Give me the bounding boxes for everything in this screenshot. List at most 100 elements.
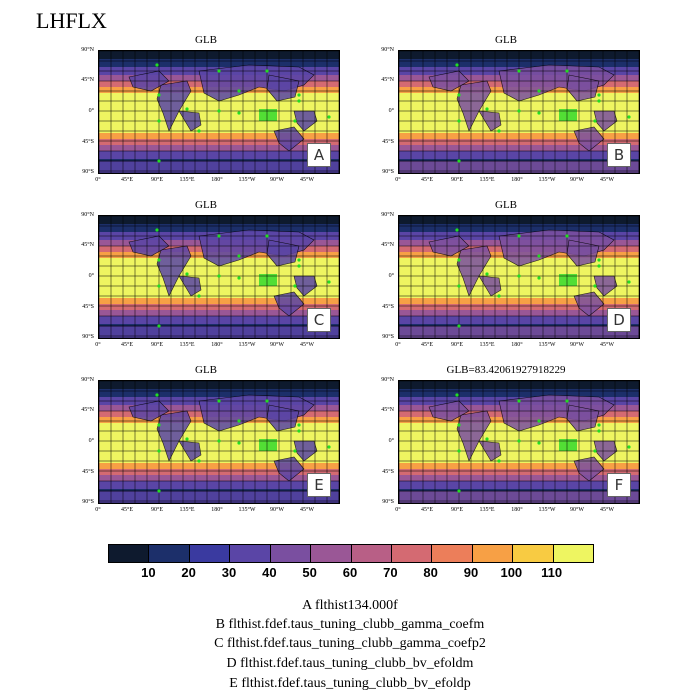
lon-tick-label: 90°W — [569, 342, 585, 348]
lat-tick-label: 90°N — [81, 212, 94, 218]
colorbar-swatch — [391, 545, 433, 562]
lon-tick-label: 90°W — [569, 507, 585, 513]
lat-tick-label: 90°S — [382, 169, 394, 175]
colorbar-swatch — [270, 545, 312, 562]
legend-line-d: D flthist.fdef.taus_tuning_clubb_bv_efol… — [226, 656, 474, 671]
lat-tick-label: 45°S — [382, 304, 394, 310]
lat-tick-label: 45°N — [81, 242, 94, 248]
lon-tick-label: 0° — [395, 507, 401, 513]
lat-tick-label: 0° — [388, 108, 394, 114]
lon-tick-label: 90°E — [450, 177, 464, 183]
colorbar-swatch — [513, 545, 554, 562]
lon-tick-label: 135°W — [238, 342, 256, 348]
map-frame: E — [98, 380, 340, 504]
lon-tick-label: 180° — [211, 177, 223, 183]
lat-tick-label: 0° — [388, 273, 394, 279]
lon-tick-label: 135°W — [538, 177, 556, 183]
map-frame: A — [98, 50, 340, 174]
lat-tick-label: 0° — [388, 438, 394, 444]
colorbar-label: 30 — [221, 565, 237, 580]
lat-tick-label: 90°N — [381, 212, 394, 218]
colorbar-label: 80 — [423, 565, 438, 580]
colorbar-swatch — [230, 545, 271, 562]
lat-tick-label: 45°S — [382, 139, 394, 145]
colorbar — [108, 544, 594, 563]
map-frame: C — [98, 215, 340, 339]
lon-tick-label: 135°E — [179, 507, 195, 513]
map-field — [99, 51, 339, 173]
colorbar-swatch — [432, 545, 473, 562]
panel-title: GLB — [195, 199, 217, 211]
panel-tag: C — [307, 308, 331, 332]
colorbar-label: 100 — [500, 565, 523, 580]
lon-tick-label: 0° — [395, 342, 401, 348]
lon-tick-label: 180° — [511, 507, 523, 513]
map-field — [399, 381, 639, 503]
lon-tick-label: 90°E — [450, 507, 464, 513]
lon-tick-label: 90°W — [269, 177, 285, 183]
panel-tag: B — [607, 143, 631, 167]
map-frame: B — [398, 50, 640, 174]
colorbar-swatch — [189, 545, 231, 562]
lat-tick-label: 90°N — [81, 47, 94, 53]
lat-tick-label: 90°S — [382, 334, 394, 340]
lon-tick-label: 45°W — [299, 507, 315, 513]
map-field — [99, 216, 339, 338]
map-panel-b: GLB B 90°N 45°N 0° 45°S 90°S 0° 45°E 90°E 135°E 180… — [356, 34, 656, 194]
map-field — [399, 51, 639, 173]
lat-tick-label: 90°S — [82, 169, 94, 175]
lat-tick-label: 45°N — [381, 242, 394, 248]
lon-tick-label: 45°E — [420, 342, 434, 348]
lon-tick-label: 45°E — [420, 177, 434, 183]
lon-tick-label: 135°E — [479, 342, 495, 348]
lon-tick-label: 180° — [211, 342, 223, 348]
lon-tick-label: 180° — [511, 177, 523, 183]
lat-tick-label: 90°N — [381, 377, 394, 383]
colorbar-label: 70 — [383, 565, 398, 580]
lon-tick-label: 90°W — [569, 177, 585, 183]
lat-tick-label: 90°S — [382, 499, 394, 505]
lat-tick-label: 90°S — [82, 499, 94, 505]
map-panel-f: GLB=83.42061927918229 F 90°N 45°N 0° 45°S 90°S… — [356, 364, 656, 524]
lon-tick-label: 45°W — [299, 342, 315, 348]
panel-tag: F — [607, 473, 631, 497]
panel-title: GLB — [195, 364, 217, 376]
lat-tick-label: 90°N — [381, 47, 394, 53]
lon-tick-label: 0° — [95, 507, 101, 513]
lat-tick-label: 90°S — [82, 334, 94, 340]
colorbar-label: 110 — [541, 565, 563, 580]
lat-tick-label: 45°S — [82, 469, 94, 475]
lat-tick-label: 45°S — [82, 304, 94, 310]
panel-tag: A — [307, 143, 331, 167]
lon-tick-label: 135°W — [538, 507, 556, 513]
lon-tick-label: 0° — [395, 177, 401, 183]
panel-tag: E — [307, 473, 331, 497]
lat-tick-label: 0° — [88, 273, 94, 279]
lat-tick-label: 90°N — [81, 377, 94, 383]
lon-tick-label: 135°E — [179, 177, 195, 183]
lon-tick-label: 45°W — [599, 177, 615, 183]
colorbar-swatch — [311, 545, 352, 562]
panel-title: GLB — [195, 34, 217, 46]
lon-tick-label: 0° — [95, 177, 101, 183]
lon-tick-label: 135°W — [238, 507, 256, 513]
lon-tick-label: 180° — [511, 342, 523, 348]
lon-tick-label: 45°E — [120, 177, 134, 183]
colorbar-label: 90 — [463, 565, 479, 580]
legend-line-e: E flthist.fdef.taus_tuning_clubb_bv_efol… — [229, 676, 471, 691]
lon-tick-label: 135°E — [479, 177, 495, 183]
map-panel-a: GLB A 90°N 45°N 0° 45°S 90°S 0° 45°E 90°E 135°E 180… — [56, 34, 356, 194]
map-frame: D — [398, 215, 640, 339]
lon-tick-label: 135°W — [238, 177, 256, 183]
colorbar-swatch — [109, 545, 150, 562]
lon-tick-label: 0° — [95, 342, 101, 348]
colorbar-swatch — [351, 545, 392, 562]
map-panel-d: GLB D 90°N 45°N 0° 45°S 90°S 0° 45°E 90°E 135°E 180… — [356, 199, 656, 359]
lon-tick-label: 135°E — [179, 342, 195, 348]
lon-tick-label: 90°E — [450, 342, 464, 348]
panel-title: GLB — [495, 34, 517, 46]
colorbar-swatch — [553, 545, 594, 562]
colorbar-label: 50 — [302, 565, 317, 580]
lon-tick-label: 90°W — [269, 342, 285, 348]
lon-tick-label: 90°E — [150, 507, 164, 513]
